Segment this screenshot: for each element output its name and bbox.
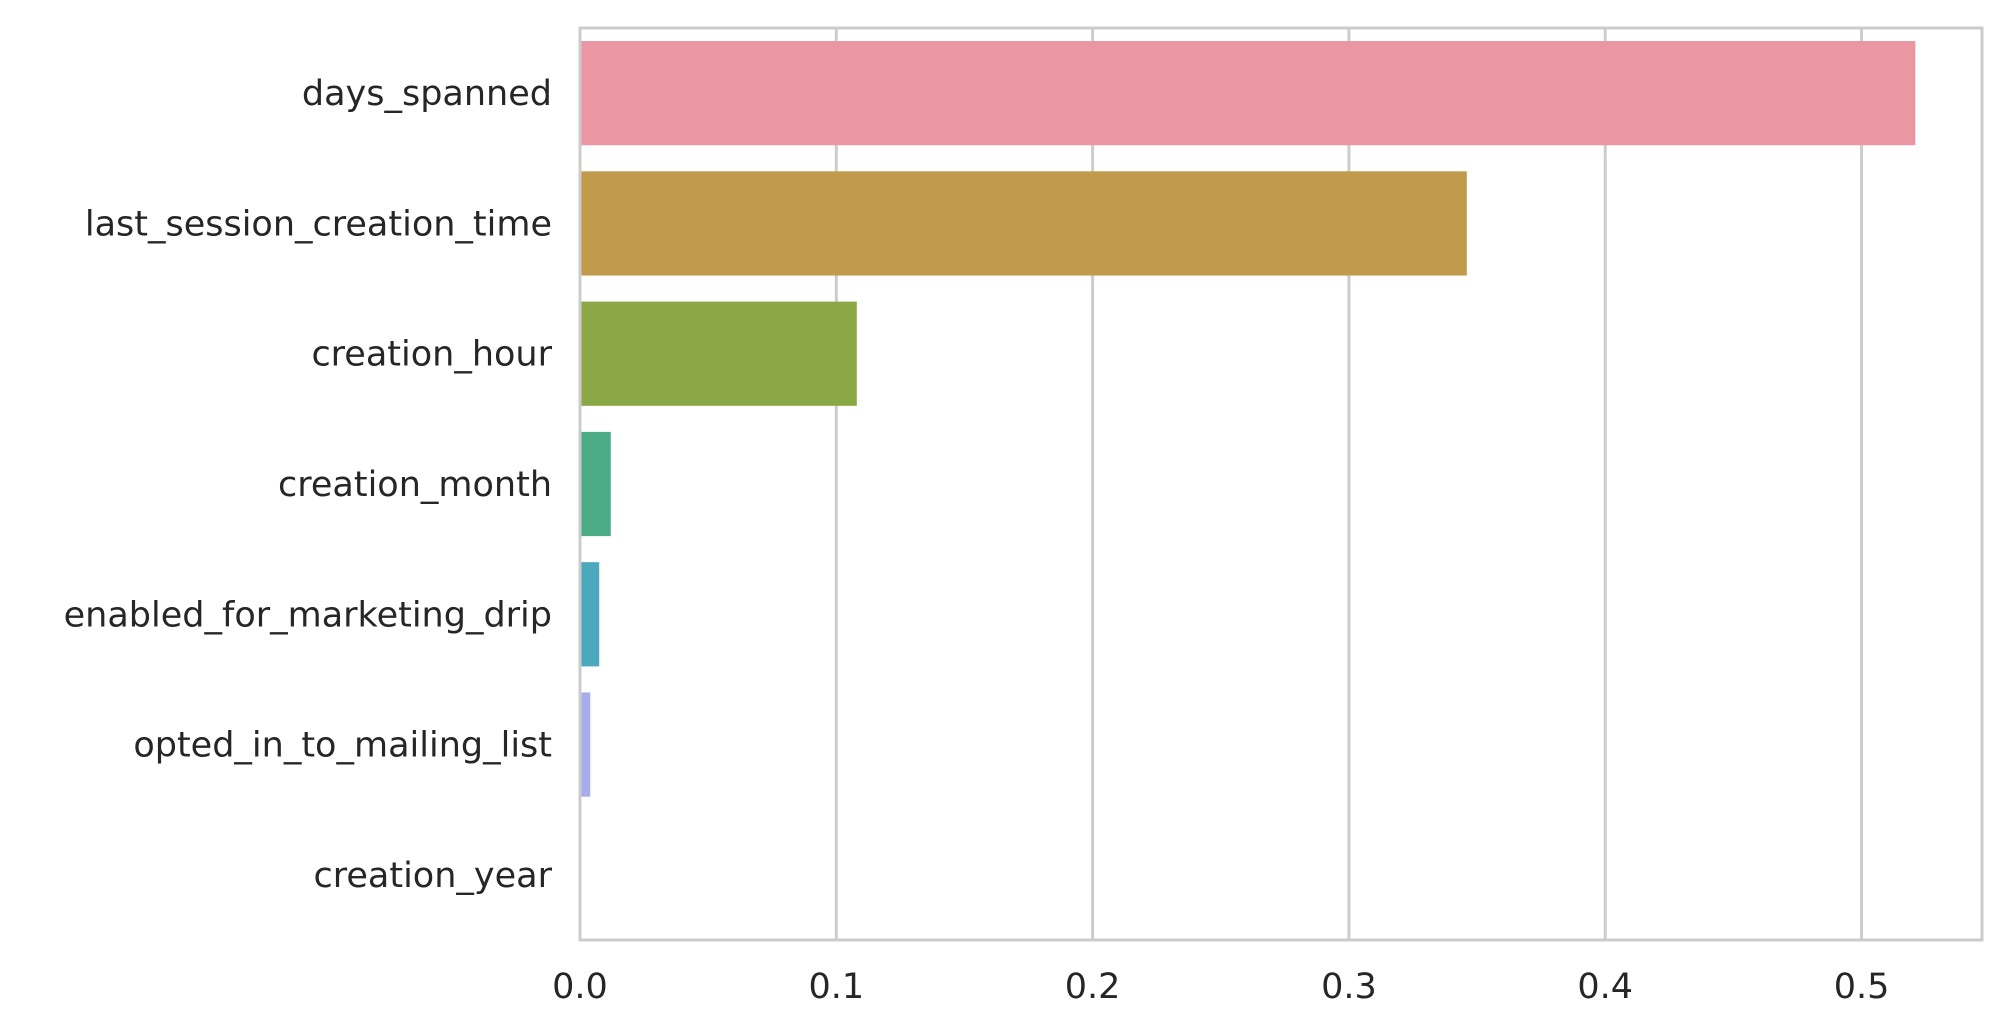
y-tick-label: days_spanned	[302, 74, 552, 114]
bar-creation-month	[580, 431, 611, 537]
y-tick-labels: days_spanned last_session_creation_timecr…	[64, 74, 553, 896]
x-tick-label: 0.4	[1577, 967, 1633, 1007]
bar-creation-hour	[580, 301, 857, 406]
bar-opted-in-to-mailing-list	[580, 692, 591, 797]
x-tick-labels: 0.0 0.1 0.2 0.3 0.4 0.5	[552, 967, 1889, 1007]
bar-days-spanned	[580, 41, 1916, 146]
y-tick-label: last_session_creation_time	[85, 204, 552, 244]
bars	[580, 41, 1916, 797]
x-tick-label: 0.2	[1065, 967, 1121, 1007]
x-tick-label: 0.1	[808, 967, 864, 1007]
y-tick-label: opted_in_to_mailing_list	[133, 726, 552, 766]
bar-last-session-creation-time	[580, 171, 1467, 276]
x-tick-label: 0.5	[1834, 967, 1890, 1007]
y-tick-label: creation_year	[314, 856, 553, 896]
bar-enabled-for-marketing-drip	[580, 562, 600, 667]
y-tick-label: creation_hour	[311, 335, 552, 375]
y-tick-label: creation_month	[278, 465, 552, 505]
plot-frame	[578, 26, 1984, 942]
x-tick-label: 0.3	[1321, 967, 1377, 1007]
x-tick-label: 0.0	[552, 967, 608, 1007]
y-tick-label: enabled_for_marketing_drip	[64, 595, 552, 635]
